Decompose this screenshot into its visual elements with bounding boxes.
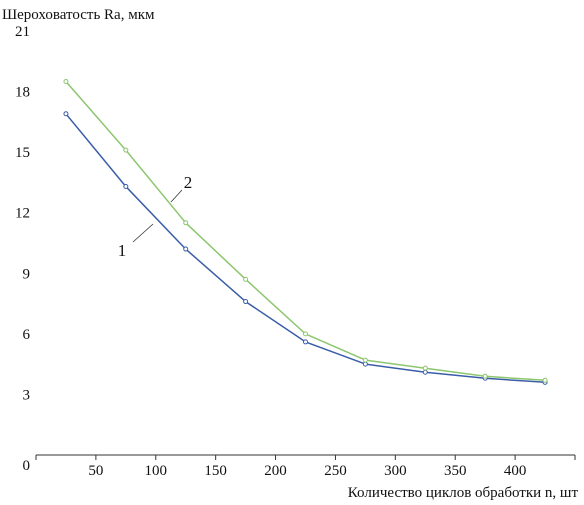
series-1-point — [422, 369, 428, 375]
x-tick-label: 100 — [145, 463, 168, 479]
x-tick-label: 300 — [384, 463, 407, 479]
series-2-point — [123, 147, 129, 153]
x-tick-label: 150 — [204, 463, 227, 479]
series-2-point — [422, 365, 428, 371]
y-tick-label: 9 — [23, 266, 31, 282]
series-2-point — [303, 331, 308, 337]
x-tick-label: 200 — [264, 463, 287, 479]
curve-2-leader — [170, 189, 183, 203]
series-1-point — [243, 299, 249, 305]
x-tick-label: 350 — [444, 463, 467, 479]
series-1-point — [303, 339, 308, 345]
curve-labels: 12 — [118, 173, 193, 260]
y-tick-label: 21 — [15, 24, 30, 40]
y-tick-label: 6 — [23, 327, 31, 343]
series-1-point — [123, 183, 129, 189]
series-2-point — [63, 78, 69, 84]
x-axis-title: Количество циклов обработки n, шт — [348, 485, 579, 501]
series-2-point — [362, 357, 368, 363]
series-2-point — [482, 373, 488, 379]
x-axis-ticks: 50 100 150 200 250 300 350 400 — [35, 455, 576, 479]
y-axis-ticks: 0 3 6 9 12 15 18 21 — [15, 24, 31, 474]
series-2-point — [183, 220, 189, 226]
y-tick-label: 18 — [15, 85, 30, 101]
x-tick-label: 50 — [88, 463, 103, 479]
x-tick-label: 250 — [324, 463, 347, 479]
series-1-point — [183, 246, 189, 252]
series-lines — [65, 81, 546, 384]
series-2-point — [542, 377, 548, 383]
y-tick-label: 3 — [23, 387, 31, 403]
series-2-point — [243, 276, 249, 282]
series-1-point — [362, 361, 368, 367]
series-points — [63, 78, 548, 385]
y-tick-label: 0 — [23, 458, 31, 474]
y-tick-label: 12 — [15, 206, 30, 222]
series-1-point — [63, 111, 69, 117]
x-tick-label: 400 — [504, 463, 527, 479]
curve-1-leader — [132, 223, 154, 243]
curve-2-label: 2 — [184, 173, 193, 192]
y-axis-title: Шероховатость Ra, мкм — [2, 7, 155, 23]
y-tick-label: 15 — [15, 145, 30, 161]
curve-1-label: 1 — [118, 241, 127, 260]
